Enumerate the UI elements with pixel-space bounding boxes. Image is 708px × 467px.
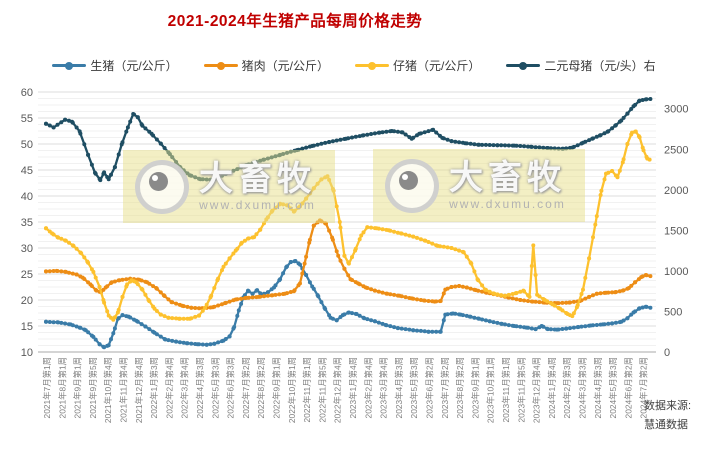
x-axis-label: 2022年4月第3周 — [195, 357, 205, 418]
x-axis-label: 2024年1月第4周 — [547, 357, 557, 418]
x-axis-label: 2024年2月第3周 — [562, 357, 572, 418]
x-axis-label: 2022年11月第1周 — [302, 357, 312, 422]
chart-title: 2021-2024年生猪产品每周价格走势 — [167, 13, 423, 30]
right-axis-tick-label: 0 — [664, 347, 670, 359]
legend: 生猪（元/公斤） 猪肉（元/公斤） 仔猪（元/公斤） 二元母猪（元/头）右 — [30, 57, 678, 74]
x-axis-label: 2022年9月第1周 — [272, 357, 282, 418]
x-axis-label: 2022年1月第3周 — [149, 357, 159, 418]
left-axis-tick-label: 10 — [21, 347, 33, 359]
series-pork-line — [44, 218, 653, 311]
right-axis-tick-label: 1500 — [664, 225, 688, 237]
line-marker-icon — [506, 61, 541, 70]
x-axis-label: 2021年8月第1周 — [57, 357, 67, 418]
legend-label: 猪肉（元/公斤） — [241, 59, 329, 73]
line-marker-icon — [355, 61, 389, 70]
x-axis-label: 2024年3月第3周 — [578, 357, 588, 418]
left-axis-tick-label: 25 — [21, 269, 33, 281]
right-axis-tick-label: 2500 — [664, 144, 688, 156]
series-binary-sow-line — [44, 97, 653, 183]
x-axis-label: 2022年7月第2周 — [241, 357, 251, 418]
x-axis-label: 2023年1月第4周 — [348, 357, 358, 418]
right-axis-tick-label: 2000 — [664, 185, 688, 197]
left-axis-tick-label: 50 — [21, 139, 33, 151]
series-piglet-line — [44, 129, 652, 322]
x-axis-label: 2023年3月第4周 — [379, 357, 389, 418]
x-axis-label: 2021年11月第4周 — [119, 357, 129, 422]
x-axis-label: 2023年7月第2周 — [440, 357, 450, 418]
x-axis-label: 2021年9月第1周 — [73, 357, 83, 418]
x-axis-label: 2022年6月第3周 — [226, 357, 236, 418]
line-marker-icon — [203, 61, 238, 70]
x-axis-label: 2023年12月第4周 — [532, 357, 542, 423]
data-source-note: 数据来源: 慧通数据 — [644, 397, 706, 436]
x-axis-label: 2022年12月第4周 — [333, 357, 343, 423]
left-axis-tick-label: 35 — [21, 217, 33, 229]
left-axis-tick-label: 40 — [21, 191, 33, 203]
legend-item-piglet[interactable]: 仔猪（元/公斤） — [355, 57, 480, 74]
left-axis-tick-label: 55 — [21, 113, 33, 125]
x-axis-label: 2021年7月第1周 — [42, 357, 52, 418]
legend-label: 生猪（元/公斤） — [90, 59, 178, 73]
data-source-line: 慧通数据 — [644, 419, 688, 432]
x-axis-label: 2024年7月第2周 — [639, 357, 649, 418]
x-axis-label: 2023年11月第1周 — [501, 357, 511, 422]
x-axis-label: 2021年12月第4周 — [134, 357, 144, 423]
x-axis-label: 2024年6月第2周 — [623, 357, 633, 418]
x-axis-label: 2023年10月第1周 — [486, 357, 496, 423]
x-axis-label: 2022年11月第5周 — [317, 357, 327, 422]
series-live-hog-line — [44, 259, 653, 350]
legend-item-pork[interactable]: 猪肉（元/公斤） — [203, 57, 329, 74]
x-axis-label: 2024年4月第3周 — [593, 357, 603, 418]
left-axis-tick-label: 45 — [21, 165, 33, 177]
data-source-line: 数据来源: — [644, 400, 692, 412]
x-axis-label: 2023年5月第3周 — [409, 357, 419, 418]
legend-label: 仔猪（元/公斤） — [393, 59, 481, 73]
right-axis-tick-label: 3000 — [664, 104, 688, 116]
x-axis-label: 2022年2月第4周 — [164, 357, 174, 418]
x-axis-label: 2023年4月第3周 — [394, 357, 404, 418]
left-axis-tick-label: 20 — [21, 295, 33, 307]
left-axis-tick-label: 15 — [21, 321, 33, 333]
x-axis-label: 2022年10月第1周 — [287, 357, 297, 423]
legend-item-binary-sow[interactable]: 二元母猪（元/头）右 — [506, 57, 656, 74]
x-axis-label: 2022年3月第4周 — [180, 357, 190, 418]
x-axis-label: 2022年5月第3周 — [210, 357, 220, 418]
line-marker-icon — [52, 61, 87, 70]
x-axis-label: 2024年5月第3周 — [608, 357, 618, 418]
x-axis-label: 2023年9月第1周 — [470, 357, 480, 418]
x-axis-label: 2023年11月第5周 — [516, 357, 526, 422]
left-axis-tick-label: 30 — [21, 243, 33, 255]
left-axis-tick-label: 60 — [21, 87, 33, 99]
right-axis-tick-label: 1000 — [664, 266, 688, 278]
x-axis-label: 2021年10月第4周 — [103, 357, 113, 423]
x-axis-label: 2023年2月第4周 — [363, 357, 373, 418]
x-axis-label: 2021年9月第5周 — [88, 357, 98, 418]
x-axis-label: 2022年8月第2周 — [256, 357, 266, 418]
x-axis-label: 2023年6月第2周 — [425, 357, 435, 418]
legend-label: 二元母猪（元/头）右 — [544, 59, 656, 73]
x-axis-label: 2023年8月第2周 — [455, 357, 465, 418]
right-axis-tick-label: 500 — [664, 306, 682, 318]
legend-item-live-hog[interactable]: 生猪（元/公斤） — [52, 57, 178, 74]
